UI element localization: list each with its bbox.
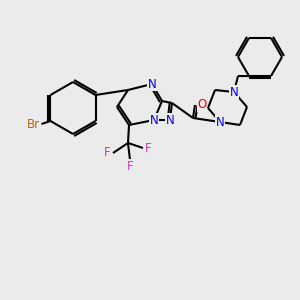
Text: N: N (230, 85, 238, 98)
Text: N: N (150, 113, 158, 127)
Text: F: F (127, 160, 133, 172)
Text: O: O (197, 98, 207, 112)
Text: F: F (145, 142, 151, 154)
Text: F: F (104, 146, 110, 160)
Text: N: N (216, 116, 224, 128)
Text: N: N (148, 77, 156, 91)
Text: Br: Br (27, 118, 40, 130)
Text: N: N (166, 113, 174, 127)
